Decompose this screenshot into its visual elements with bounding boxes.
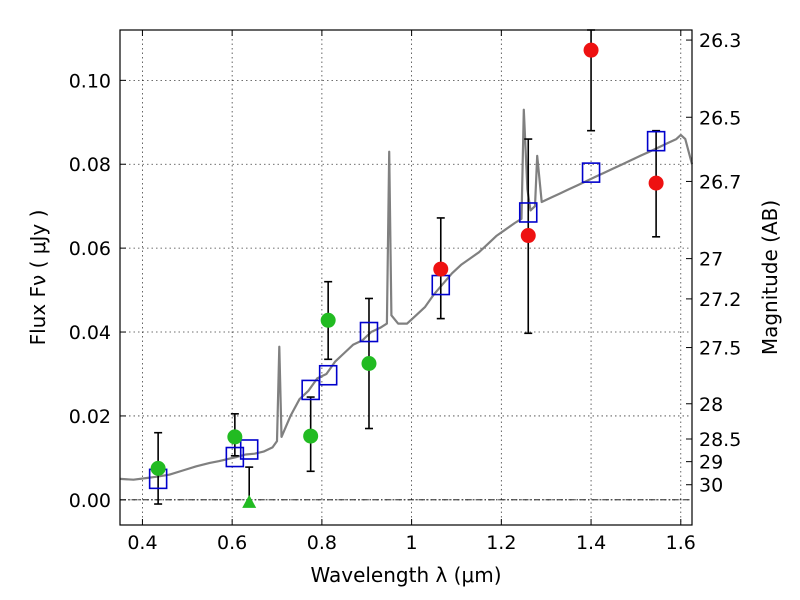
photometry-point (320, 312, 336, 328)
y2-tick-label: 29 (699, 452, 723, 474)
frame-layer (119, 29, 693, 526)
photometry-point (433, 261, 449, 277)
model-square-marker (359, 321, 379, 343)
plot-frame (119, 29, 693, 526)
model-square-marker (318, 364, 338, 386)
y-tick-label: 0.02 (69, 406, 111, 428)
model-square-marker (646, 130, 666, 152)
y-tick-label: 0.06 (69, 238, 111, 260)
x-axis-ticks: 0.4 0.6 0.8 1 1.2 1.4 1.6 (127, 30, 696, 554)
y2-tick-label: 27 (699, 249, 723, 271)
photometry-point (648, 175, 664, 191)
y2-tick-label: 26.3 (699, 30, 741, 52)
y2-tick-label: 26.7 (699, 171, 741, 193)
model-square-marker (225, 446, 245, 468)
x-tick-label: 1 (406, 532, 418, 554)
y2-tick-label: 26.5 (699, 107, 741, 129)
x-tick-label: 0.8 (307, 532, 337, 554)
photometry-point (361, 355, 377, 371)
grid-layer (120, 30, 692, 525)
model-square-marker (301, 379, 320, 401)
photometry-point (227, 429, 243, 445)
marker-layer (148, 42, 666, 508)
y2-tick-label: 30 (699, 475, 723, 497)
y-axis-title: Flux Fν ( μJy ) (26, 210, 50, 346)
y2-tick-label: 28 (699, 394, 723, 416)
spectrum-line (119, 108, 694, 481)
y-tick-label: 0.00 (69, 490, 111, 512)
y2-tick-label: 28.5 (699, 429, 741, 451)
x-axis-title: Wavelength λ (μm) (310, 563, 501, 587)
model-square-marker (518, 202, 538, 223)
x-tick-label: 0.4 (127, 532, 157, 554)
x-tick-label: 0.6 (217, 532, 247, 554)
x-tick-label: 1.2 (486, 532, 516, 554)
upper-limit-marker (242, 494, 257, 508)
photometry-point (303, 428, 319, 444)
model-square-marker (239, 439, 259, 460)
x-tick-label: 1.4 (576, 532, 606, 554)
y2-tick-label: 27.2 (699, 289, 741, 311)
y-tick-label: 0.04 (69, 322, 111, 344)
photometry-point (583, 42, 599, 58)
y2-tick-label: 27.5 (699, 338, 741, 360)
y-tick-label: 0.08 (69, 154, 111, 176)
y-axis-ticks: 0.00 0.02 0.04 0.06 0.08 0.10 (69, 70, 126, 512)
y2-axis-title: Magnitude (AB) (758, 200, 782, 355)
spectrum-layer (119, 108, 694, 481)
photometry-point (520, 228, 536, 244)
x-tick-label: 1.6 (666, 532, 696, 554)
photometry-point (150, 460, 166, 476)
y-tick-label: 0.10 (69, 70, 111, 92)
model-square-marker (581, 162, 601, 183)
